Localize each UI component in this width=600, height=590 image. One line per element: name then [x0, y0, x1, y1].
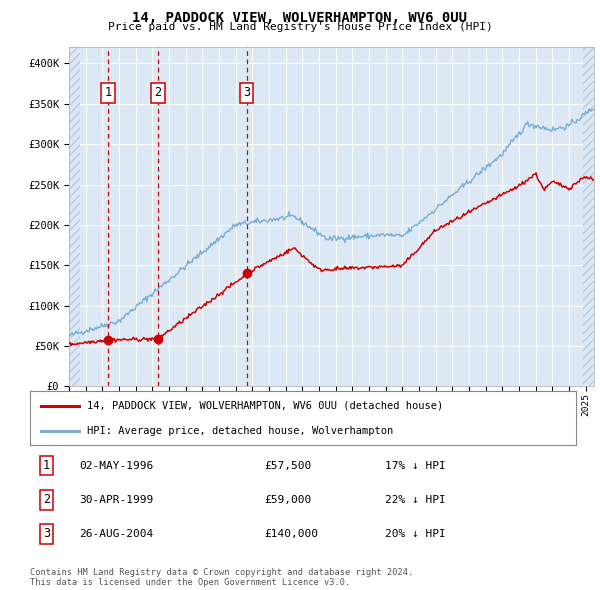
Text: 17% ↓ HPI: 17% ↓ HPI: [385, 461, 446, 470]
Text: 14, PADDOCK VIEW, WOLVERHAMPTON, WV6 0UU (detached house): 14, PADDOCK VIEW, WOLVERHAMPTON, WV6 0UU…: [88, 401, 443, 411]
Text: Contains HM Land Registry data © Crown copyright and database right 2024.
This d: Contains HM Land Registry data © Crown c…: [30, 568, 413, 587]
Text: 3: 3: [43, 527, 50, 540]
Text: 2: 2: [154, 87, 161, 100]
Text: 3: 3: [243, 87, 250, 100]
Text: 1: 1: [104, 87, 112, 100]
Text: £57,500: £57,500: [265, 461, 312, 470]
Text: 2: 2: [43, 493, 50, 506]
Text: £140,000: £140,000: [265, 529, 319, 539]
Text: 20% ↓ HPI: 20% ↓ HPI: [385, 529, 446, 539]
Text: 02-MAY-1996: 02-MAY-1996: [79, 461, 154, 470]
Text: 30-APR-1999: 30-APR-1999: [79, 495, 154, 504]
Text: 22% ↓ HPI: 22% ↓ HPI: [385, 495, 446, 504]
Text: 14, PADDOCK VIEW, WOLVERHAMPTON, WV6 0UU: 14, PADDOCK VIEW, WOLVERHAMPTON, WV6 0UU: [133, 11, 467, 25]
Text: Price paid vs. HM Land Registry's House Price Index (HPI): Price paid vs. HM Land Registry's House …: [107, 22, 493, 32]
Text: HPI: Average price, detached house, Wolverhampton: HPI: Average price, detached house, Wolv…: [88, 426, 394, 436]
Text: £59,000: £59,000: [265, 495, 312, 504]
Bar: [583, 47, 594, 386]
Text: 26-AUG-2004: 26-AUG-2004: [79, 529, 154, 539]
Bar: [69, 47, 80, 386]
Text: 1: 1: [43, 459, 50, 472]
